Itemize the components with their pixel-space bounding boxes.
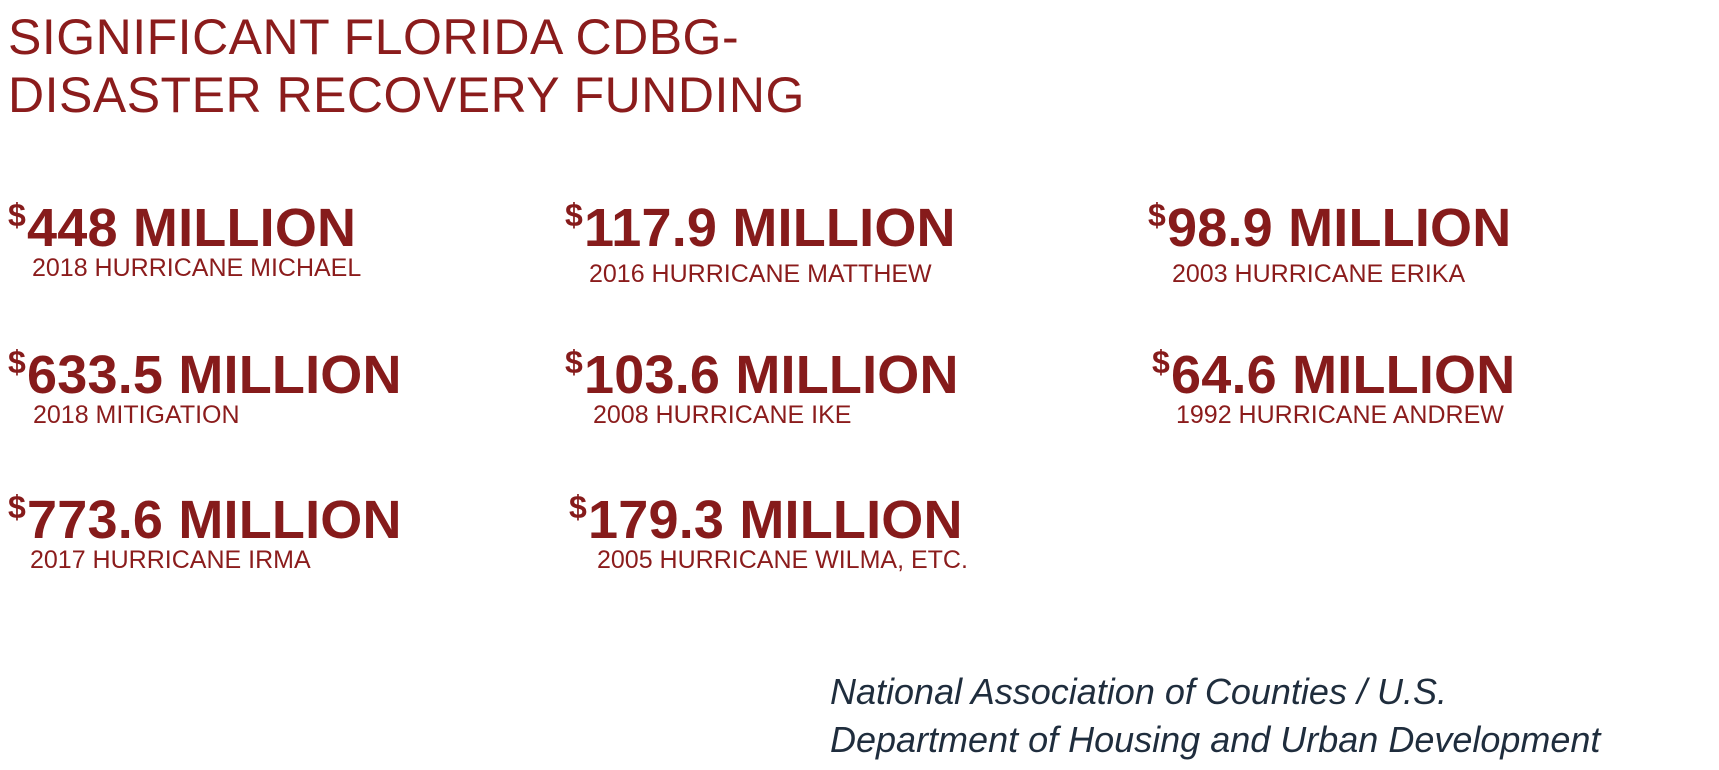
stat-amount-value: 117.9 MILLION [584,198,956,258]
stat-label: 2017 HURRICANE IRMA [30,546,311,574]
stat-amount-value: 103.6 MILLION [584,345,959,405]
stat-label: 2018 MITIGATION [33,401,240,429]
source-attribution: National Association of Counties / U.S. … [830,668,1600,764]
stat-amount: $117.9 MILLION [565,186,956,257]
stat-label: 2018 HURRICANE MICHAEL [32,254,362,282]
stat-amount: $448 MILLION [8,186,361,257]
source-line-1: National Association of Counties / U.S. [830,671,1447,712]
stat-amount-value: 773.6 MILLION [27,490,402,550]
stat-hurricane-erika: $98.9 MILLION 2003 HURRICANE ERIKA [1148,186,1511,289]
stat-hurricane-andrew: $64.6 MILLION 1992 HURRICANE ANDREW [1152,333,1515,430]
stat-amount: $64.6 MILLION [1152,333,1515,404]
stat-amount-value: 179.3 MILLION [588,490,963,550]
currency-symbol: $ [8,197,26,233]
stat-amount-value: 64.6 MILLION [1171,345,1516,405]
currency-symbol: $ [8,344,26,380]
stat-amount-value: 448 MILLION [27,198,357,258]
currency-symbol: $ [565,344,583,380]
currency-symbol: $ [569,489,587,525]
page-title: SIGNIFICANT FLORIDA CDBG- DISASTER RECOV… [8,8,908,124]
stat-amount: $773.6 MILLION [8,478,402,549]
title-line-2: DISASTER RECOVERY FUNDING [8,67,805,123]
stat-amount: $103.6 MILLION [565,333,959,404]
currency-symbol: $ [1148,197,1166,233]
title-line-1: SIGNIFICANT FLORIDA CDBG- [8,9,740,65]
stat-label: 2003 HURRICANE ERIKA [1172,260,1466,288]
stat-amount: $98.9 MILLION [1148,186,1511,257]
stat-amount-value: 633.5 MILLION [27,345,402,405]
stat-label: 2005 HURRICANE WILMA, ETC. [597,546,968,574]
stat-hurricane-wilma: $179.3 MILLION 2005 HURRICANE WILMA, ETC… [569,478,968,575]
currency-symbol: $ [8,489,26,525]
stat-label: 2008 HURRICANE IKE [593,401,852,429]
stat-label: 1992 HURRICANE ANDREW [1176,401,1504,429]
currency-symbol: $ [1152,344,1170,380]
stat-mitigation: $633.5 MILLION 2018 MITIGATION [8,333,402,430]
stat-label: 2016 HURRICANE MATTHEW [589,260,932,288]
stat-hurricane-matthew: $117.9 MILLION 2016 HURRICANE MATTHEW [565,186,956,289]
stat-amount: $633.5 MILLION [8,333,402,404]
stat-hurricane-irma: $773.6 MILLION 2017 HURRICANE IRMA [8,478,402,575]
stat-amount-value: 98.9 MILLION [1167,198,1512,258]
stat-hurricane-ike: $103.6 MILLION 2008 HURRICANE IKE [565,333,959,430]
currency-symbol: $ [565,197,583,233]
stat-hurricane-michael: $448 MILLION 2018 HURRICANE MICHAEL [8,186,361,283]
stat-amount: $179.3 MILLION [569,478,968,549]
source-line-2: Department of Housing and Urban Developm… [830,719,1601,760]
